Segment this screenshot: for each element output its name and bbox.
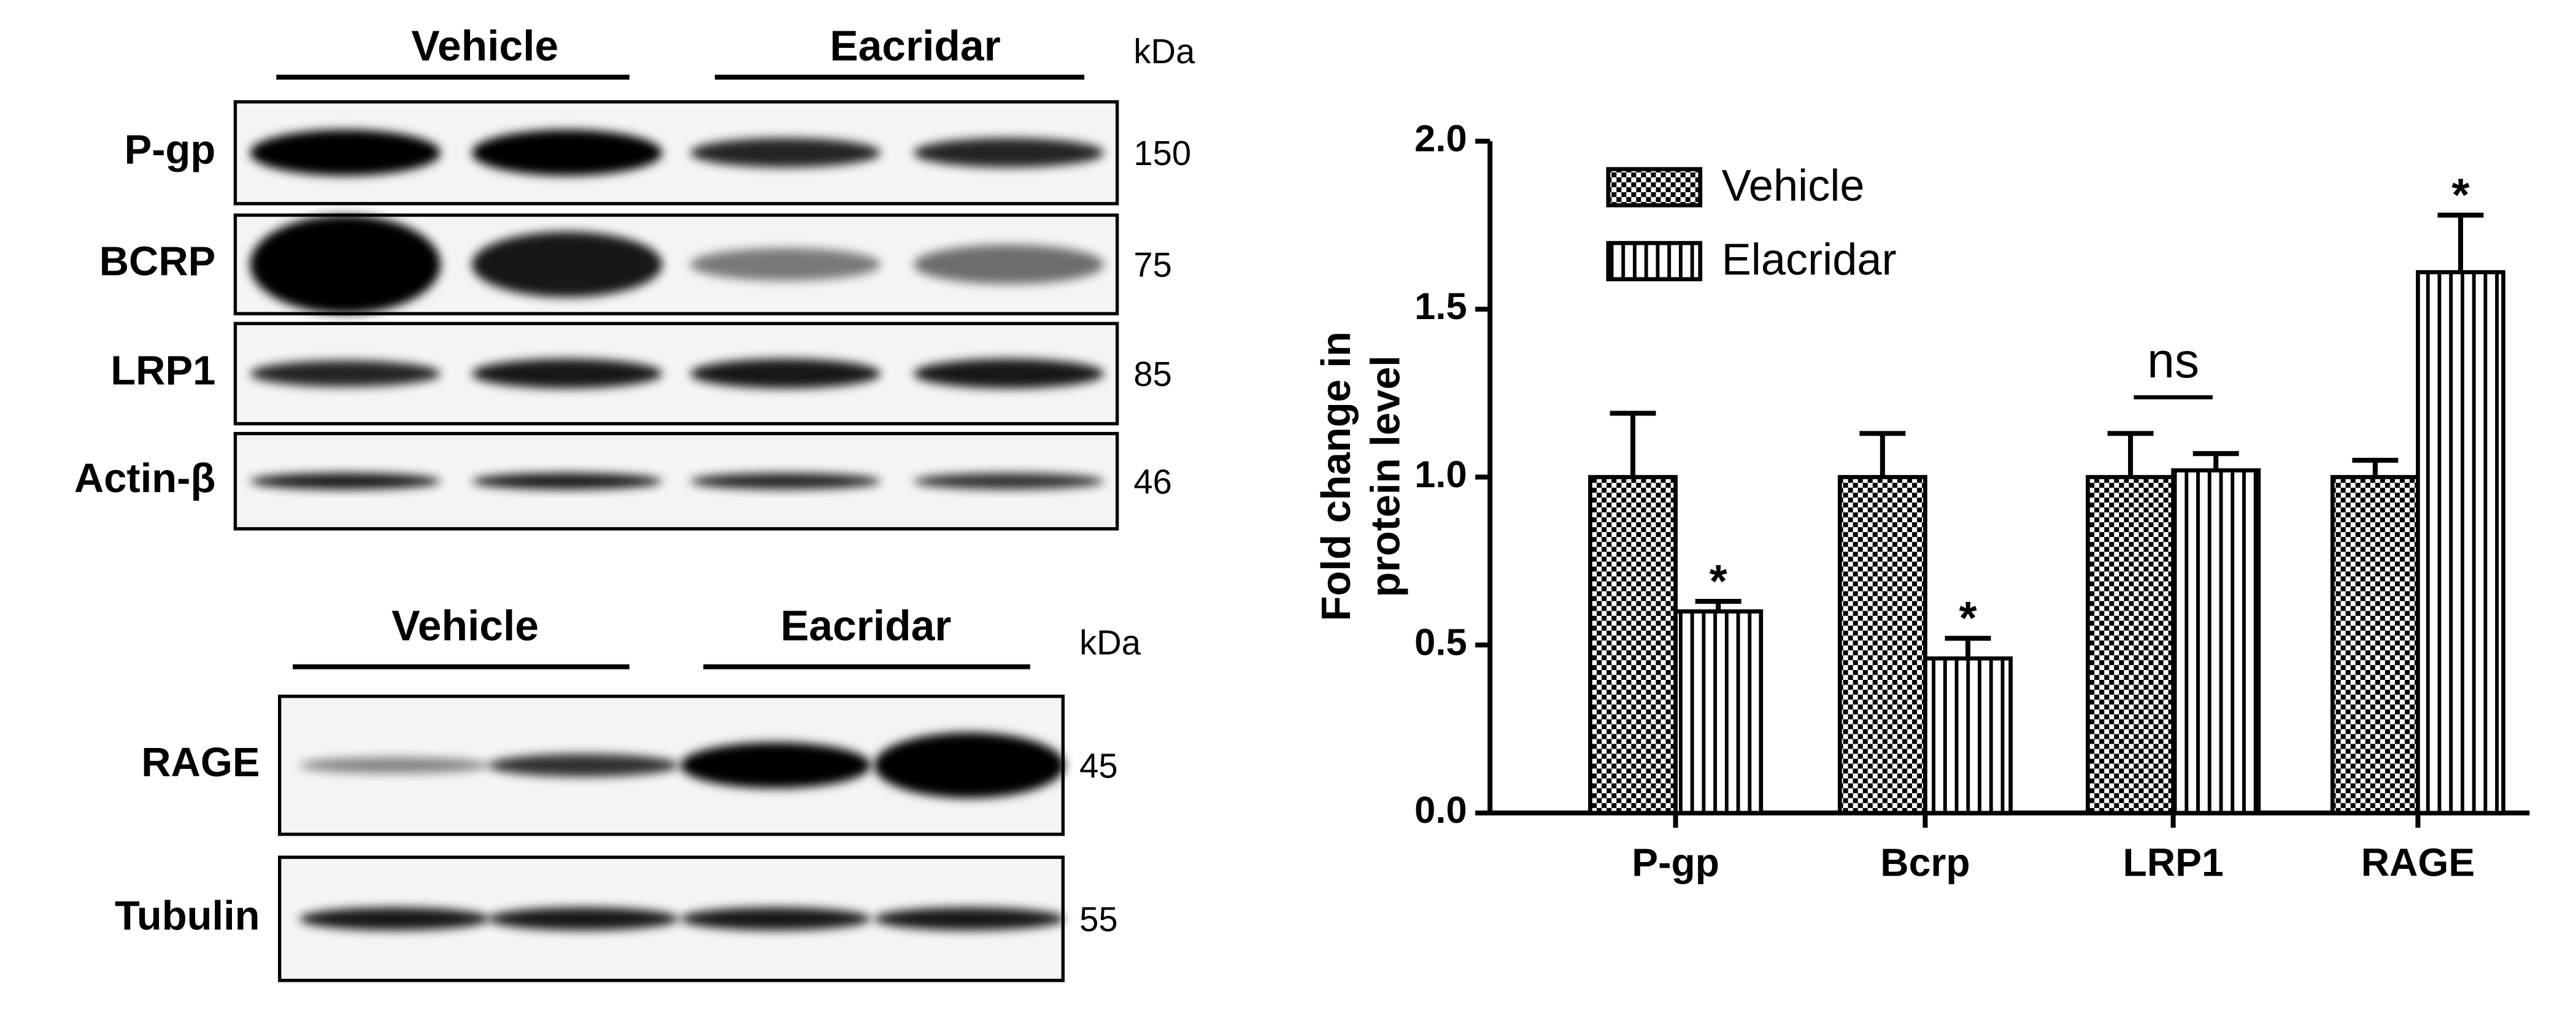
kda-value: 46 (1133, 462, 1172, 501)
blot-band (250, 129, 441, 176)
blot-band (471, 358, 663, 388)
x-tick-label: RAGE (2361, 840, 2475, 884)
kda-label: kDa (1079, 623, 1141, 662)
bar (2086, 475, 2175, 815)
kda-value: 85 (1133, 355, 1172, 393)
significance-label: * (1710, 555, 1728, 607)
protein-label: Tubulin (115, 893, 260, 939)
protein-label: Actin-β (74, 455, 215, 501)
bar (2171, 468, 2261, 815)
bar (1673, 609, 1764, 815)
blot-band (680, 907, 871, 931)
group-label: Vehicle (411, 22, 558, 70)
blot-band (690, 137, 881, 168)
blot-band (913, 244, 1105, 285)
blot-band (471, 129, 663, 176)
kda-value: 75 (1133, 245, 1172, 284)
y-axis-label: Fold change in protein level (1313, 331, 1408, 621)
y-axis-label-line: Fold change in (1313, 331, 1359, 621)
y-tick-label: 0.5 (1414, 621, 1467, 663)
blot-band (471, 231, 663, 298)
bar (1837, 475, 1927, 815)
x-tick-label: P-gp (1632, 840, 1719, 884)
protein-label: LRP1 (110, 348, 215, 394)
protein-label: RAGE (141, 739, 260, 785)
y-axis-label-line: protein level (1362, 355, 1408, 597)
group-label: Vehicle (391, 601, 539, 649)
kda-value: 150 (1133, 134, 1191, 172)
blot-band (299, 907, 490, 931)
bar (2416, 270, 2505, 815)
blot-band (874, 907, 1065, 931)
blot-band (299, 757, 490, 774)
blot-band (250, 472, 441, 490)
blot-band (680, 742, 871, 788)
blot-band (250, 215, 441, 314)
significance-label: * (1959, 592, 1977, 644)
bar (1923, 656, 2013, 815)
blot-band (250, 360, 441, 387)
legend-swatch (1606, 241, 1703, 282)
blot-band (690, 358, 881, 388)
kda-label: kDa (1133, 32, 1195, 71)
group-label: Eacridar (781, 601, 951, 649)
blot-band (913, 137, 1105, 168)
blot-band (488, 907, 679, 931)
kda-value: 55 (1079, 900, 1117, 939)
significance-label: ns (2147, 333, 2199, 388)
legend-label: Vehicle (1722, 161, 1865, 210)
blot-band (913, 358, 1105, 388)
x-tick-label: LRP1 (2123, 840, 2224, 884)
legend-swatch (1606, 167, 1703, 207)
legend-label: Elacridar (1722, 235, 1897, 284)
x-tick-label: Bcrp (1880, 840, 1970, 884)
y-tick-label: 1.5 (1414, 285, 1467, 328)
y-tick-label: 1.0 (1414, 453, 1467, 496)
y-tick-label: 0.0 (1414, 789, 1467, 831)
bar (1588, 475, 1678, 815)
kda-value: 45 (1079, 746, 1117, 785)
blot-band (690, 248, 881, 281)
y-tick-label: 2.0 (1414, 117, 1467, 160)
protein-label: BCRP (99, 239, 216, 285)
blot-band (488, 754, 679, 777)
significance-label: * (2451, 169, 2470, 221)
bar (2330, 475, 2420, 815)
blot-band (874, 732, 1065, 798)
blot-band (690, 472, 881, 490)
blot-band (471, 472, 663, 490)
group-label: Eacridar (830, 22, 1000, 70)
protein-label: P-gp (125, 127, 216, 173)
blot-band (913, 472, 1105, 490)
